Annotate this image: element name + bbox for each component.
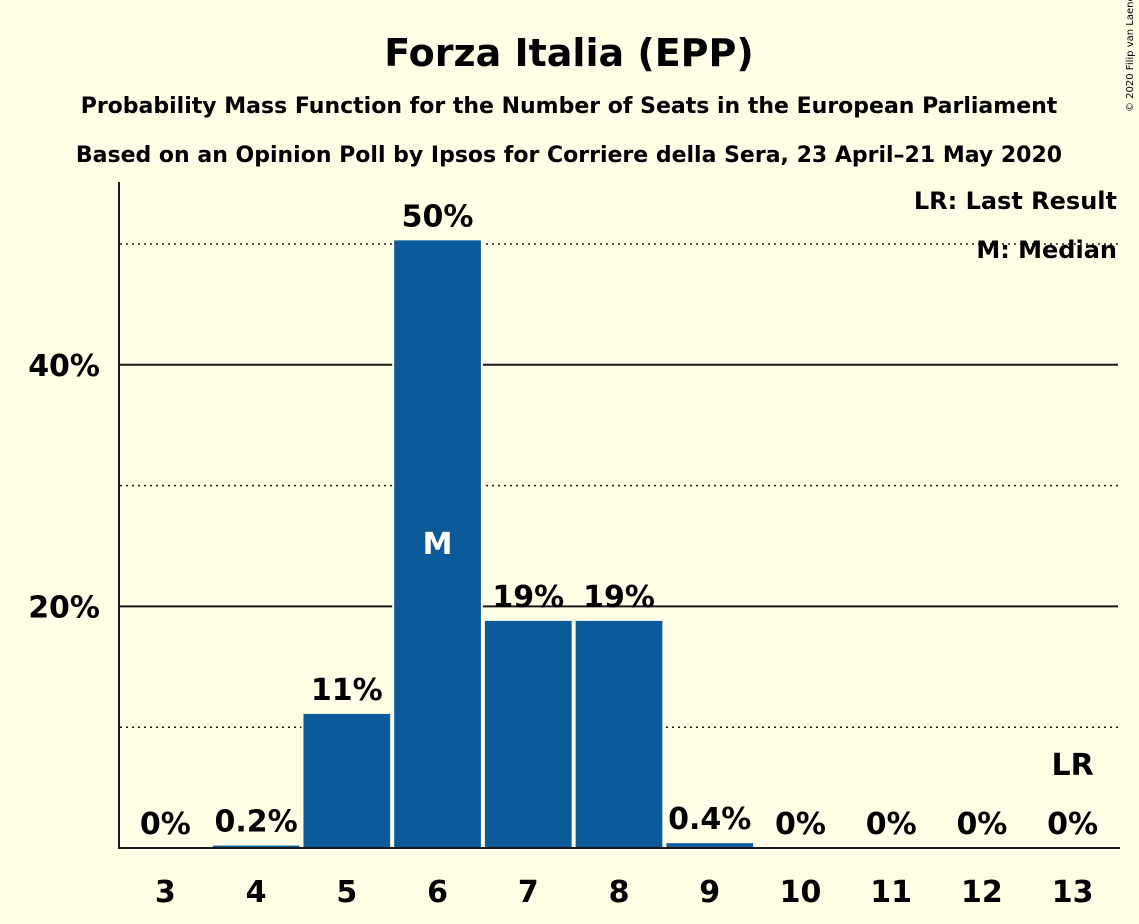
- x-tick-label: 8: [609, 875, 630, 910]
- data-label: 0.4%: [668, 802, 751, 837]
- bar: [212, 845, 300, 848]
- data-label: 50%: [402, 199, 474, 234]
- x-tick-label: 4: [246, 875, 267, 910]
- copyright-note: © 2020 Filip van Laenen: [1125, 0, 1136, 112]
- data-label: 0%: [956, 807, 1007, 842]
- legend: LR: Last Result M: Median: [914, 187, 1117, 264]
- y-tick-label: 20%: [28, 590, 100, 625]
- y-tick-label: 40%: [28, 349, 100, 384]
- legend-median: M: Median: [976, 236, 1117, 264]
- bar: [303, 713, 391, 848]
- bar: [666, 843, 754, 848]
- chart-subtitle-1: Probability Mass Function for the Number…: [81, 94, 1058, 119]
- x-tick-label: 10: [780, 875, 822, 910]
- median-marker: M: [423, 527, 453, 562]
- chart-subtitle-2: Based on an Opinion Poll by Ipsos for Co…: [76, 143, 1062, 168]
- x-tick-label: 6: [427, 875, 448, 910]
- data-label: 0%: [775, 807, 826, 842]
- x-tick-label: 12: [961, 875, 1003, 910]
- data-labels: 0% 0.2% 11% 50% M 19% 19% 0.4% 0% 0% 0% 0% LR: [140, 199, 1098, 842]
- data-label: 19%: [492, 580, 564, 615]
- bar: [575, 620, 663, 848]
- x-tick-label: 11: [870, 875, 912, 910]
- x-axis-ticks: 3 4 5 6 7 8 9 10 11 12 13: [155, 875, 1094, 910]
- legend-last-result: LR: Last Result: [914, 187, 1117, 215]
- last-result-marker: LR: [1052, 748, 1094, 783]
- data-label: 19%: [583, 580, 655, 615]
- data-label: 0%: [1047, 807, 1098, 842]
- bars: [210, 240, 756, 849]
- chart-title: Forza Italia (EPP): [384, 31, 754, 75]
- data-label: 11%: [311, 673, 383, 708]
- x-tick-label: 9: [699, 875, 720, 910]
- bar: [394, 240, 481, 849]
- x-tick-label: 13: [1052, 875, 1094, 910]
- x-tick-label: 5: [336, 875, 357, 910]
- data-label: 0%: [140, 807, 191, 842]
- data-label: 0.2%: [214, 805, 297, 840]
- data-label: 0%: [866, 807, 917, 842]
- bar: [484, 620, 572, 848]
- y-axis-ticks: 20% 40%: [28, 349, 100, 626]
- x-tick-label: 7: [518, 875, 539, 910]
- x-tick-label: 3: [155, 875, 176, 910]
